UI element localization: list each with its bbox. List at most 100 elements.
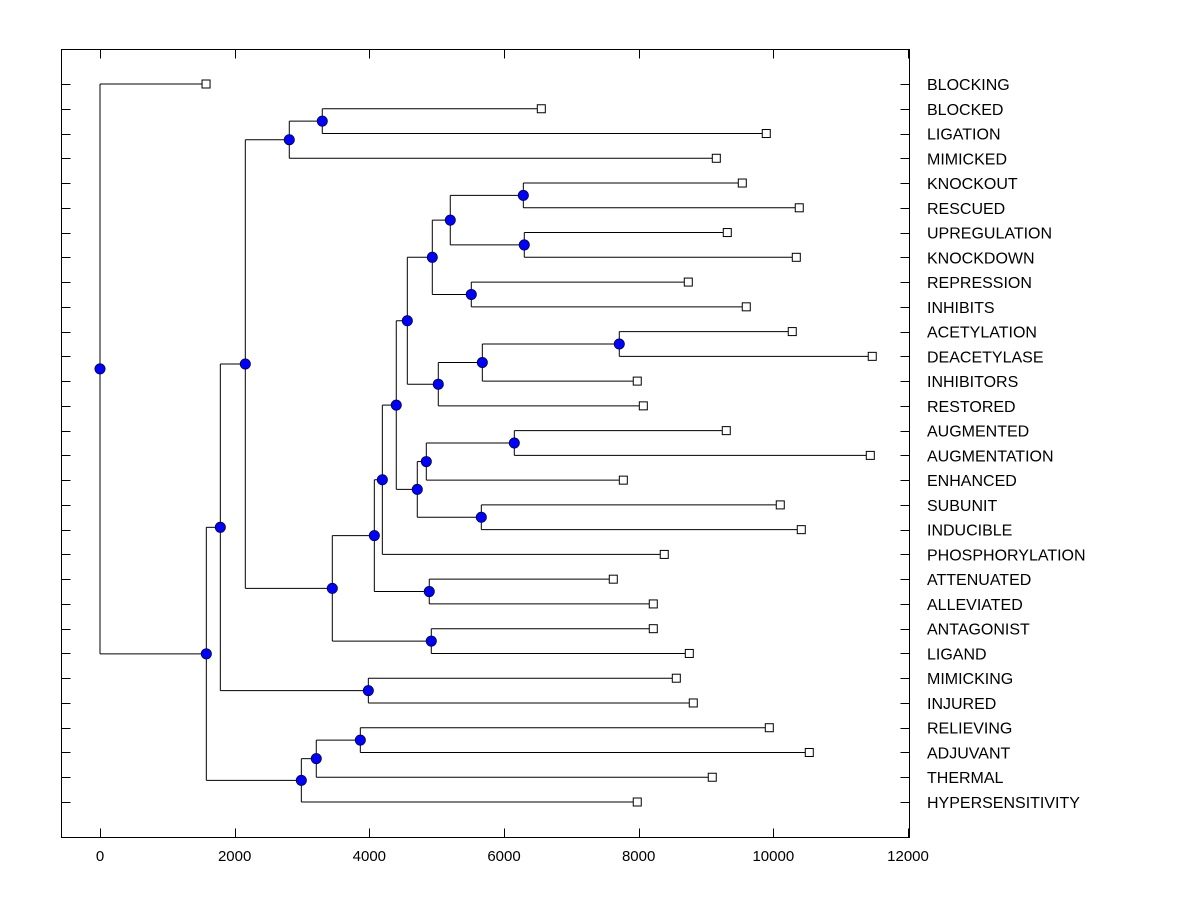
leaf-label: ADJUVANT: [927, 745, 1010, 762]
x-tick-label: 2000: [218, 848, 251, 865]
leaf-label: KNOCKDOWN: [927, 250, 1035, 267]
x-tick-label: 0: [96, 848, 104, 865]
internal-node: [316, 115, 328, 127]
leaf-marker: [659, 549, 669, 559]
branches: [99, 83, 873, 803]
internal-node: [476, 357, 488, 369]
leaf-marker: [632, 797, 642, 807]
leaf-label: AUGMENTED: [927, 424, 1029, 441]
leaf-marker: [791, 252, 801, 262]
leaf-label: SUBUNIT: [927, 498, 997, 515]
internal-node: [508, 437, 520, 449]
leaf-label: AUGMENTATION: [927, 448, 1054, 465]
leaf-marker: [804, 747, 814, 757]
leaf-label: INHIBITS: [927, 300, 995, 317]
leaf-marker: [707, 772, 717, 782]
leaf-label: LIGAND: [927, 646, 987, 663]
leaf-marker: [794, 203, 804, 213]
internal-node: [310, 753, 322, 765]
leaf-marker: [536, 104, 546, 114]
leaf-label: LIGATION: [927, 127, 1001, 144]
x-tick-label: 10000: [752, 848, 794, 865]
leaf-marker: [764, 723, 774, 733]
internal-node: [362, 685, 374, 697]
axis-ticks: [61, 49, 910, 838]
leaf-marker: [688, 698, 698, 708]
internal-node: [613, 338, 625, 350]
leaf-marker: [865, 450, 875, 460]
leaf-marker: [775, 500, 785, 510]
internal-node: [432, 378, 444, 390]
leaf-marker: [796, 525, 806, 535]
internal-nodes: [94, 115, 625, 786]
internal-node: [426, 251, 438, 263]
x-tick-label: 8000: [622, 848, 655, 865]
internal-node: [475, 511, 487, 523]
leaf-label: THERMAL: [927, 770, 1004, 787]
leaf-label: INDUCIBLE: [927, 523, 1012, 540]
internal-node: [326, 582, 338, 594]
x-tick-label: 4000: [353, 848, 386, 865]
internal-node: [425, 635, 437, 647]
internal-node: [390, 399, 402, 411]
internal-node: [444, 214, 456, 226]
leaf-marker: [632, 376, 642, 386]
internal-node: [354, 734, 366, 746]
internal-node: [295, 774, 307, 786]
leaf-marker: [737, 178, 747, 188]
internal-node: [517, 189, 529, 201]
leaf-label: BLOCKING: [927, 77, 1010, 94]
leaf-label: MIMICKED: [927, 151, 1007, 168]
leaf-marker: [867, 351, 877, 361]
leaf-marker: [721, 426, 731, 436]
leaf-label: HYPERSENSITIVITY: [927, 795, 1080, 812]
leaf-marker: [608, 574, 618, 584]
leaf-label: INHIBITORS: [927, 374, 1018, 391]
leaf-marker: [761, 129, 771, 139]
leaf-marker: [741, 302, 751, 312]
leaf-label: ANTAGONIST: [927, 622, 1030, 639]
internal-node: [94, 363, 106, 375]
leaf-label: RELIEVING: [927, 721, 1012, 738]
internal-node: [423, 586, 435, 598]
x-tick-label: 6000: [487, 848, 520, 865]
leaf-label: UPREGULATION: [927, 226, 1052, 243]
leaf-label: REPRESSION: [927, 275, 1032, 292]
internal-node: [283, 134, 295, 146]
leaf-marker: [711, 153, 721, 163]
leaf-label: RESTORED: [927, 399, 1016, 416]
leaf-marker: [722, 228, 732, 238]
leaf-label: BLOCKED: [927, 102, 1003, 119]
leaf-label: ALLEVIATED: [927, 597, 1023, 614]
internal-node: [239, 358, 251, 370]
leaf-marker: [618, 475, 628, 485]
leaf-marker: [648, 624, 658, 634]
internal-node: [411, 483, 423, 495]
internal-node: [214, 521, 226, 533]
leaf-marker: [683, 277, 693, 287]
plot-frame: [61, 49, 910, 838]
internal-node: [376, 474, 388, 486]
leaf-label: INJURED: [927, 696, 996, 713]
leaf-label: MIMICKING: [927, 671, 1013, 688]
leaf-label: PHOSPHORYLATION: [927, 547, 1086, 564]
leaf-label: ACETYLATION: [927, 325, 1037, 342]
internal-node: [200, 648, 212, 660]
leaf-markers: [201, 79, 877, 807]
internal-node: [401, 315, 413, 327]
leaf-label: RESCUED: [927, 201, 1005, 218]
leaf-marker: [648, 599, 658, 609]
leaf-labels: BLOCKING BLOCKED LIGATION MIMICKED KNOCKOUT R…: [927, 77, 1086, 812]
leaf-label: KNOCKOUT: [927, 176, 1018, 193]
leaf-marker: [684, 648, 694, 658]
x-tick-label: 12000: [887, 848, 929, 865]
leaf-label: ATTENUATED: [927, 572, 1031, 589]
internal-node: [368, 530, 380, 542]
leaf-marker: [671, 673, 681, 683]
leaf-label: ENHANCED: [927, 473, 1017, 490]
leaf-label: DEACETYLASE: [927, 349, 1043, 366]
internal-node: [518, 239, 530, 251]
leaf-marker: [638, 401, 648, 411]
leaf-marker: [201, 79, 211, 89]
